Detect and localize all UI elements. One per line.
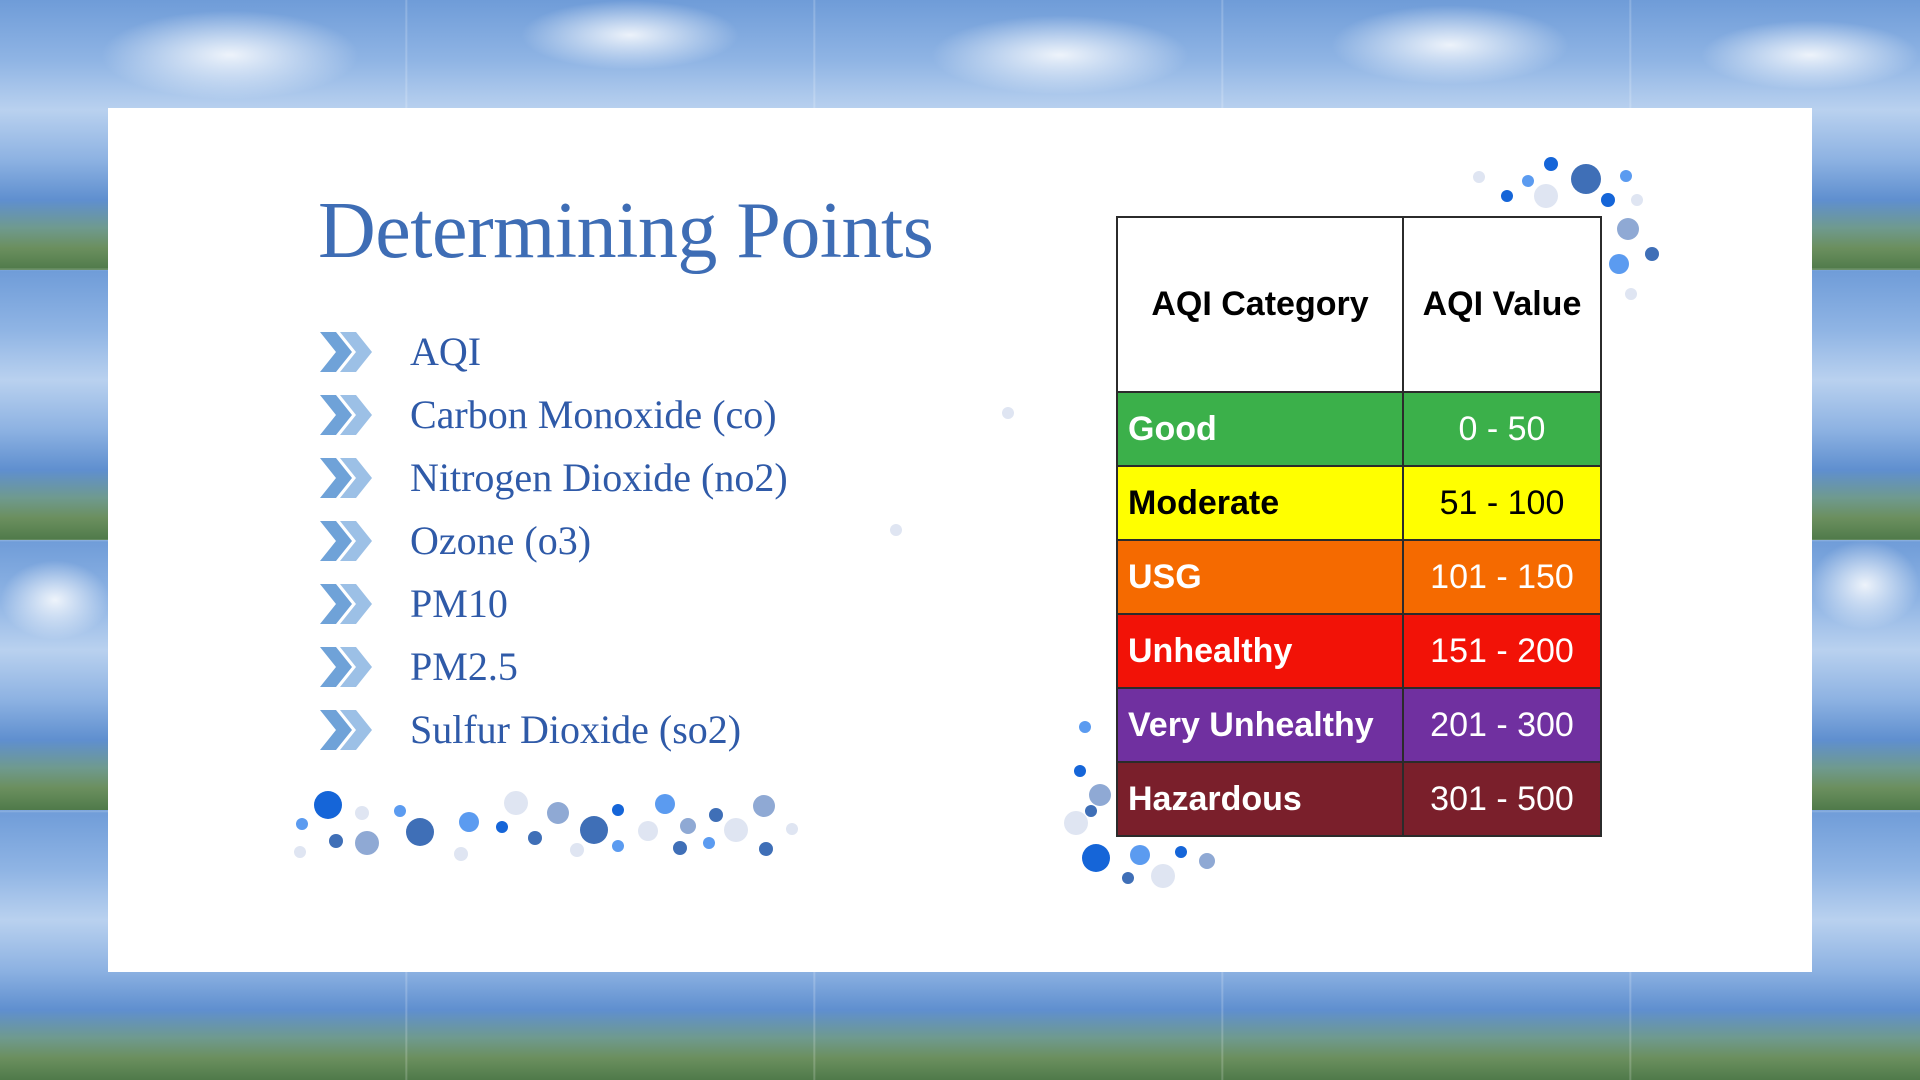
double-chevron-icon [320,394,372,435]
aqi-value-cell: 201 - 300 [1402,687,1602,763]
bullet-text: Nitrogen Dioxide (no2) [410,455,788,500]
aqi-table-body: Good 0 - 50 Moderate 51 - 100 USG 101 - 150 Un… [1116,391,1602,837]
aqi-value-cell: 301 - 500 [1402,761,1602,837]
bullet-item: PM10 [318,572,788,635]
aqi-row: Hazardous 301 - 500 [1116,761,1602,837]
aqi-category-cell: Good [1116,391,1404,467]
aqi-row: Unhealthy 151 - 200 [1116,613,1602,689]
bullet-text: Sulfur Dioxide (so2) [410,707,742,752]
bullet-item: Carbon Monoxide (co) [318,383,788,446]
bullet-text: Carbon Monoxide (co) [410,392,777,437]
slide-title: Determining Points [318,187,934,275]
bullet-text: AQI [410,329,482,374]
bullet-text: PM10 [410,581,508,626]
bullet-text: PM2.5 [410,644,518,689]
double-chevron-icon [320,646,372,687]
aqi-table: AQI Category AQI Value Good 0 - 50 Moderat… [1116,216,1602,837]
aqi-value-cell: 51 - 100 [1402,465,1602,541]
aqi-row: Very Unhealthy 201 - 300 [1116,687,1602,763]
aqi-row: Good 0 - 50 [1116,391,1602,467]
double-chevron-icon [320,457,372,498]
aqi-header-row: AQI Category AQI Value [1116,216,1602,393]
bullet-item: PM2.5 [318,635,788,698]
bullet-item: Sulfur Dioxide (so2) [318,698,788,761]
aqi-value-cell: 101 - 150 [1402,539,1602,615]
aqi-row: USG 101 - 150 [1116,539,1602,615]
bullet-item: Ozone (o3) [318,509,788,572]
double-chevron-icon [320,331,372,372]
aqi-category-cell: Very Unhealthy [1116,687,1404,763]
double-chevron-icon [320,583,372,624]
aqi-category-cell: Unhealthy [1116,613,1404,689]
bullet-list: AQI Carbon Monoxide (co) Nitrogen Dioxid… [318,320,788,761]
aqi-category-cell: Hazardous [1116,761,1404,837]
bullet-item: Nitrogen Dioxide (no2) [318,446,788,509]
aqi-category-header: AQI Category [1116,216,1404,393]
double-chevron-icon [320,520,372,561]
aqi-value-cell: 0 - 50 [1402,391,1602,467]
double-chevron-icon [320,709,372,750]
aqi-value-header: AQI Value [1402,216,1602,393]
aqi-row: Moderate 51 - 100 [1116,465,1602,541]
aqi-category-cell: USG [1116,539,1404,615]
bullet-text: Ozone (o3) [410,518,592,563]
aqi-value-cell: 151 - 200 [1402,613,1602,689]
bullet-item: AQI [318,320,788,383]
aqi-category-cell: Moderate [1116,465,1404,541]
